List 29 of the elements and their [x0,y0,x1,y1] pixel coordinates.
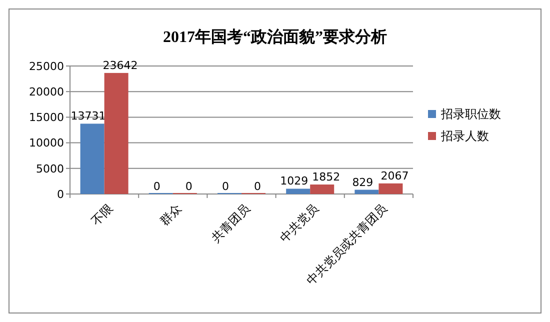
y-tick-label: 25000 [29,60,64,73]
chart-title: 2017年国考“政治面貌”要求分析 [163,28,387,46]
bar [80,124,104,194]
bar [310,184,334,194]
bar [354,190,379,194]
bar [286,188,310,194]
data-label: 0 [185,180,192,193]
y-tick-label: 20000 [29,85,64,98]
bar [378,183,403,194]
data-label: 0 [153,180,160,193]
data-label: 0 [254,180,262,193]
data-label: 13731 [70,110,106,123]
y-tick-label: 5000 [36,162,64,176]
legend-label: 招录人数 [440,129,489,144]
data-label: 0 [222,180,229,193]
data-label: 23642 [102,58,138,72]
y-tick-label: 0 [57,188,64,201]
data-label: 1029 [280,174,308,188]
x-tick-label: 中共党员 [277,201,322,246]
x-tick-label: 群众 [157,201,184,228]
data-label: 829 [352,176,374,189]
bar [104,72,128,194]
data-label: 1852 [312,170,340,184]
data-label: 2067 [380,169,409,182]
x-tick-label: 不限 [88,201,116,228]
x-tick-label: 共青团员 [208,201,253,246]
legend-label: 招录职位数 [440,107,501,122]
y-tick-label: 15000 [29,111,64,124]
y-tick-label: 10000 [29,136,64,150]
